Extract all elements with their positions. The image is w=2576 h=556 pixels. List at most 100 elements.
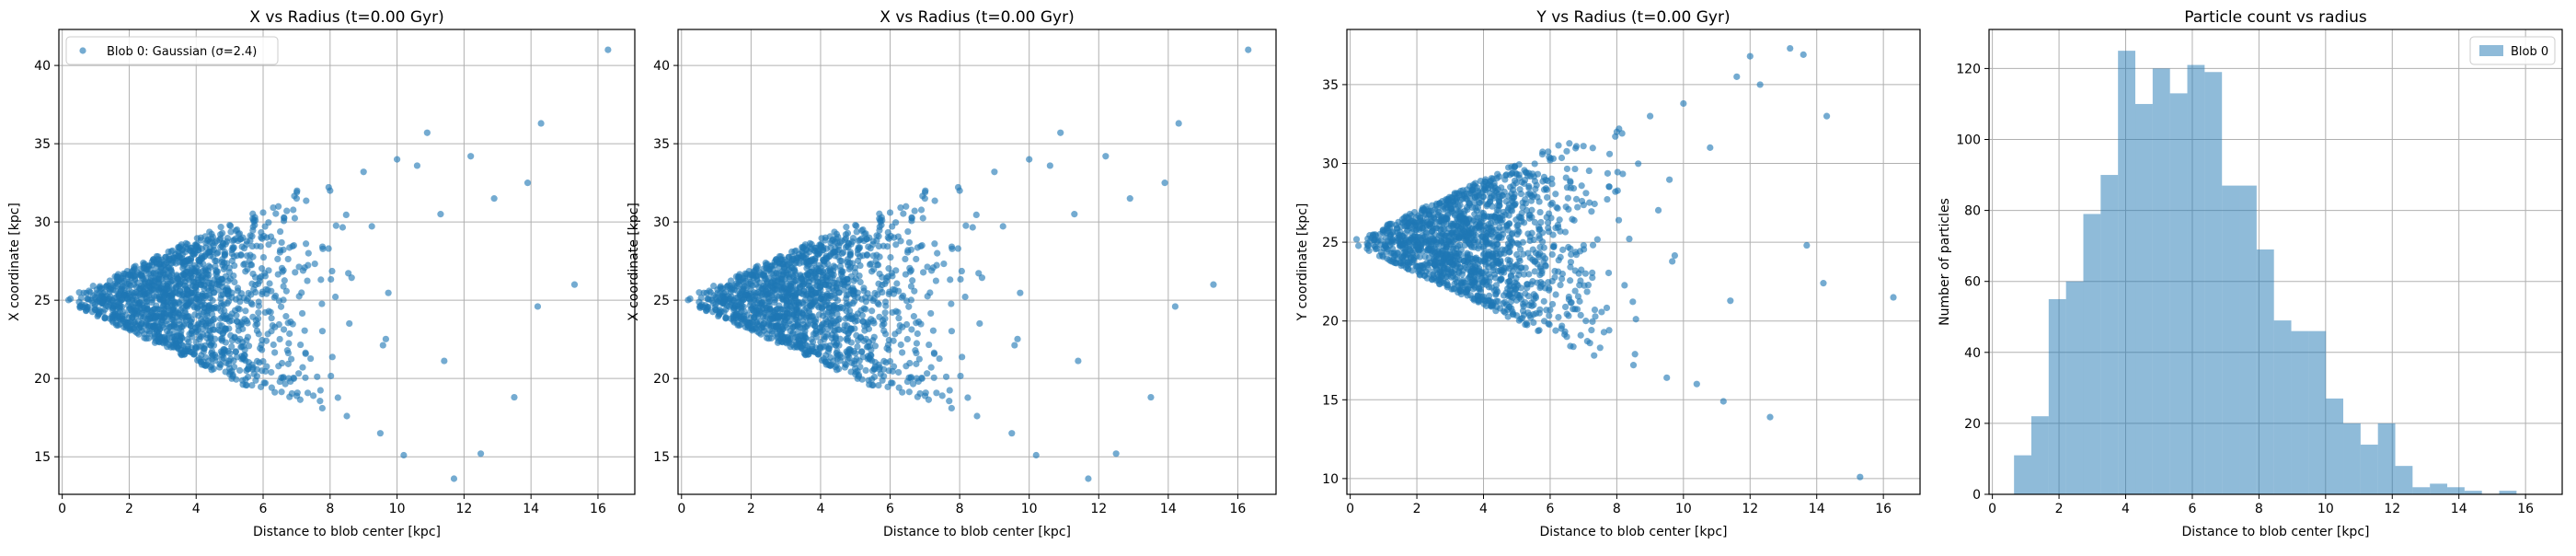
scatter-point (293, 195, 301, 203)
scatter-point (467, 153, 475, 160)
scatter-point (1555, 268, 1562, 275)
scatter-point (798, 290, 805, 297)
x-tick-label: 10 (389, 502, 406, 516)
scatter-point (84, 295, 92, 303)
histogram-bar (2326, 398, 2344, 494)
scatter-point (284, 255, 292, 263)
scatter-point (875, 381, 882, 389)
scatter-point (1469, 183, 1477, 191)
histogram-bar (2447, 487, 2465, 494)
scatter-point (929, 264, 937, 272)
scatter-point (1523, 206, 1531, 214)
scatter-point (763, 261, 770, 269)
scatter-point (858, 312, 866, 319)
scatter-point (1531, 268, 1538, 275)
scatter-point (195, 296, 202, 304)
scatter-point (792, 285, 799, 293)
scatter-point (233, 252, 241, 260)
scatter-point (201, 292, 208, 299)
scatter-point (328, 353, 336, 361)
scatter-point (1373, 245, 1381, 252)
scatter-point (812, 349, 820, 356)
scatter-point (1472, 232, 1480, 239)
scatter-point (1647, 112, 1654, 120)
scatter-point (885, 336, 892, 344)
scatter-point (853, 355, 860, 363)
scatter-point (245, 342, 253, 350)
scatter-point (379, 342, 386, 349)
scatter-point (291, 214, 299, 222)
scatter-point (946, 398, 953, 405)
scatter-point (816, 284, 823, 292)
x-tick-label: 6 (2188, 502, 2196, 516)
scatter-point (1417, 214, 1424, 223)
scatter-point (1890, 294, 1897, 301)
scatter-point (1567, 263, 1574, 271)
scatter-point (1589, 269, 1596, 276)
scatter-point (198, 252, 205, 260)
scatter-point (832, 294, 839, 302)
scatter-point (206, 327, 213, 334)
scatter-point (929, 327, 937, 334)
scatter-point (113, 272, 121, 280)
scatter-point (1512, 274, 1520, 283)
scatter-point (1026, 156, 1033, 163)
scatter-point (1558, 154, 1566, 162)
scatter-point (1527, 197, 1535, 204)
scatter-point (188, 297, 195, 305)
scatter-point (136, 324, 144, 331)
scatter-point (1382, 240, 1389, 248)
scatter-point (243, 252, 251, 260)
scatter-point (255, 330, 262, 338)
scatter-point (1493, 245, 1501, 252)
y-tick-label: 40 (1964, 346, 1981, 361)
scatter-point (911, 207, 918, 214)
scatter-point (866, 261, 874, 269)
scatter-point (899, 349, 906, 356)
scatter-point (318, 300, 326, 307)
scatter-point (914, 318, 923, 326)
scatter-point (1525, 214, 1534, 222)
scatter-point (1545, 279, 1552, 286)
x-tick-label: 12 (455, 502, 472, 516)
scatter-point (316, 398, 324, 405)
scatter-point (873, 237, 880, 245)
scatter-point (1565, 205, 1572, 214)
scatter-point (1210, 281, 1217, 288)
scatter-point (1479, 187, 1488, 194)
scatter-point (1496, 202, 1503, 209)
scatter-point (120, 272, 127, 280)
scatter-point (854, 342, 861, 351)
scatter-point (954, 245, 961, 252)
scatter-point (906, 359, 914, 367)
scatter-point (1531, 178, 1539, 185)
scatter-point (287, 318, 294, 326)
scatter-point (1453, 273, 1461, 282)
scatter-point (744, 322, 753, 330)
scatter-point (909, 380, 917, 388)
scatter-point (118, 278, 125, 285)
scatter-point (806, 309, 813, 317)
scatter-point (1446, 201, 1454, 208)
scatter-point (286, 330, 293, 338)
scatter-point (1441, 226, 1448, 233)
scatter-point (827, 319, 834, 327)
scatter-point (826, 233, 834, 240)
scatter-point (302, 240, 310, 248)
scatter-point (219, 283, 226, 291)
scatter-point (1540, 186, 1548, 193)
scatter-point (790, 343, 799, 351)
scatter-point (298, 289, 305, 296)
scatter-point (871, 342, 880, 350)
scatter-point (219, 330, 226, 338)
scatter-point (191, 289, 199, 296)
scatter-point (1671, 251, 1679, 260)
scatter-point (199, 325, 207, 332)
scatter-point (1515, 294, 1524, 301)
scatter-point (915, 355, 923, 363)
scatter-point (1663, 374, 1671, 381)
scatter-point (151, 277, 158, 284)
scatter-point (946, 387, 953, 394)
scatter-point (1161, 180, 1168, 187)
scatter-point (859, 252, 867, 260)
